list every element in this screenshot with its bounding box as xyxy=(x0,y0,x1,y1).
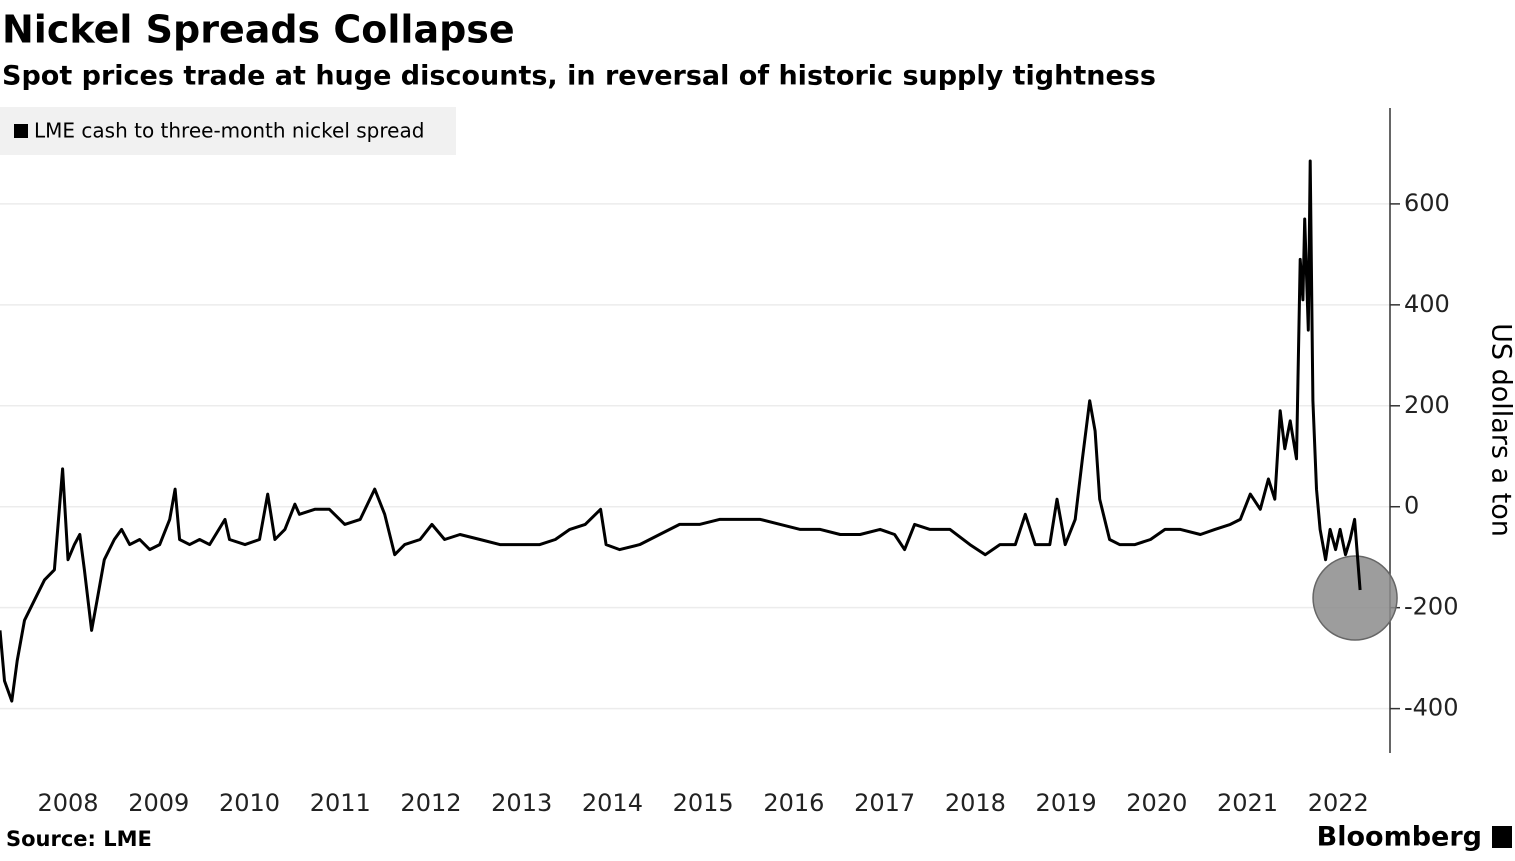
x-tick-label: 2014 xyxy=(582,789,643,817)
x-tick-label: 2018 xyxy=(945,789,1006,817)
x-tick-label: 2015 xyxy=(673,789,734,817)
y-tick-label: -400 xyxy=(1404,694,1458,722)
x-tick-label: 2022 xyxy=(1308,789,1369,817)
x-tick-label: 2016 xyxy=(763,789,824,817)
y-tick-label: 0 xyxy=(1404,492,1419,520)
brand: Bloomberg xyxy=(1317,822,1482,853)
legend-box xyxy=(0,107,456,155)
x-tick-label: 2009 xyxy=(128,789,189,817)
brand-icon xyxy=(1492,826,1512,848)
y-tick-label: 200 xyxy=(1404,391,1450,419)
highlight-circle xyxy=(1312,555,1398,641)
line xyxy=(0,159,1362,703)
legend-swatch xyxy=(14,124,28,138)
y-tick-label: -200 xyxy=(1404,593,1458,621)
x-tick-label: 2013 xyxy=(491,789,552,817)
x-tick-label: 2017 xyxy=(854,789,915,817)
source-note: Source: LME xyxy=(6,827,152,851)
chart-subtitle: Spot prices trade at huge discounts, in … xyxy=(2,61,1156,92)
x-tick-label: 2008 xyxy=(38,789,99,817)
x-tick-label: 2021 xyxy=(1217,789,1278,817)
y-tick-label: 400 xyxy=(1404,290,1450,318)
legend-label: LME cash to three-month nickel spread xyxy=(34,119,424,143)
x-tick-label: 2019 xyxy=(1036,789,1097,817)
x-tick-label: 2012 xyxy=(400,789,461,817)
x-tick-label: 2010 xyxy=(219,789,280,817)
chart-title: Nickel Spreads Collapse xyxy=(2,8,515,52)
x-tick-label: 2020 xyxy=(1126,789,1187,817)
y-axis-label: US dollars a ton xyxy=(1486,323,1515,537)
y-tick-label: 600 xyxy=(1404,189,1450,217)
x-tick-label: 2011 xyxy=(310,789,371,817)
